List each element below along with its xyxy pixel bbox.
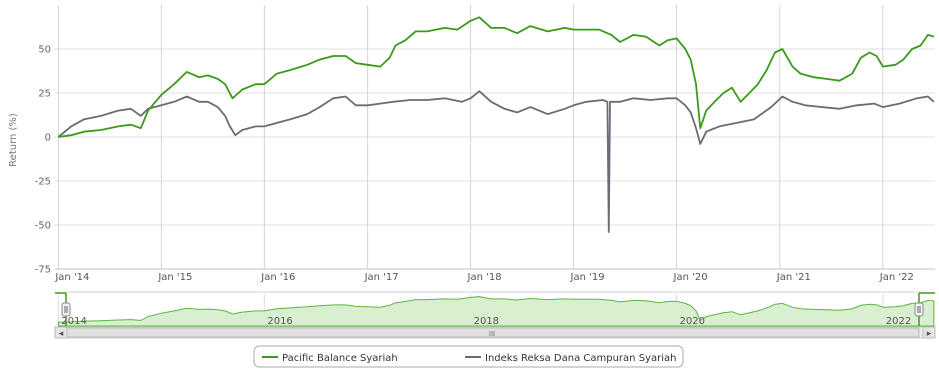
series-line-pacific-balance[interactable] xyxy=(58,16,935,138)
scrollbar-right-arrow-icon: ▸ xyxy=(927,329,932,339)
scrollbar-left-arrow-icon: ◂ xyxy=(59,329,64,339)
y-tick-label: -75 xyxy=(35,265,51,276)
x-axis-tick-labels: Jan '14 Jan '15 Jan '16 Jan '17 Jan '18 Jan '… xyxy=(54,272,913,283)
x-tick-label: Jan '20 xyxy=(673,272,708,283)
legend-item-pacific-balance[interactable]: Pacific Balance Syariah xyxy=(262,353,398,364)
x-tick-label: Jan '15 xyxy=(157,272,192,283)
navigator-year-label: 2018 xyxy=(474,316,499,327)
navigator-year-label: 2020 xyxy=(680,316,705,327)
navigator-handle-left[interactable] xyxy=(61,302,71,317)
navigator-year-label: 2022 xyxy=(886,316,911,327)
navigator-year-label: 2014 xyxy=(61,316,86,327)
navigator[interactable]: 2014 2016 2018 2020 2022 xyxy=(55,291,935,327)
vertical-gridlines xyxy=(57,5,884,269)
x-tick-label: Jan '22 xyxy=(879,272,914,283)
navigator-area xyxy=(57,296,935,327)
x-tick-label: Jan '14 xyxy=(54,272,89,283)
x-tick-label: Jan '21 xyxy=(776,272,811,283)
series-line-indeks-reksa-dana[interactable] xyxy=(57,90,935,233)
x-tick-label: Jan '19 xyxy=(570,272,605,283)
x-tick-label: Jan '16 xyxy=(260,272,295,283)
x-tick-label: Jan '17 xyxy=(364,272,399,283)
series-lines xyxy=(57,16,935,233)
scrollbar[interactable]: ◂ III ▸ xyxy=(54,326,936,339)
y-tick-label: 0 xyxy=(45,133,51,144)
legend-label-indeks-reksa-dana: Indeks Reksa Dana Campuran Syariah xyxy=(485,353,676,364)
y-axis-label: Return (%) xyxy=(8,113,19,167)
y-axis-tick-labels: -75 -50 -25 0 25 50 xyxy=(35,45,51,276)
legend-label-pacific-balance: Pacific Balance Syariah xyxy=(282,353,398,364)
horizontal-gridlines xyxy=(55,48,935,270)
navigator-year-labels: 2014 2016 2018 2020 2022 xyxy=(61,316,911,327)
y-tick-label: -50 xyxy=(35,221,51,232)
legend-item-indeks-reksa-dana[interactable]: Indeks Reksa Dana Campuran Syariah xyxy=(465,353,676,364)
scrollbar-thumb[interactable] xyxy=(66,327,920,338)
y-tick-label: 25 xyxy=(38,89,51,100)
scrollbar-grip-icon: III xyxy=(489,330,495,338)
navigator-handle-right[interactable] xyxy=(914,302,924,317)
navigator-year-label: 2016 xyxy=(267,316,292,327)
x-tick-label: Jan '18 xyxy=(467,272,502,283)
y-tick-label: 50 xyxy=(38,45,51,56)
legend: Pacific Balance Syariah Indeks Reksa Dan… xyxy=(253,345,684,368)
y-tick-label: -25 xyxy=(35,177,51,188)
scrollbar-right-button[interactable] xyxy=(922,326,936,339)
